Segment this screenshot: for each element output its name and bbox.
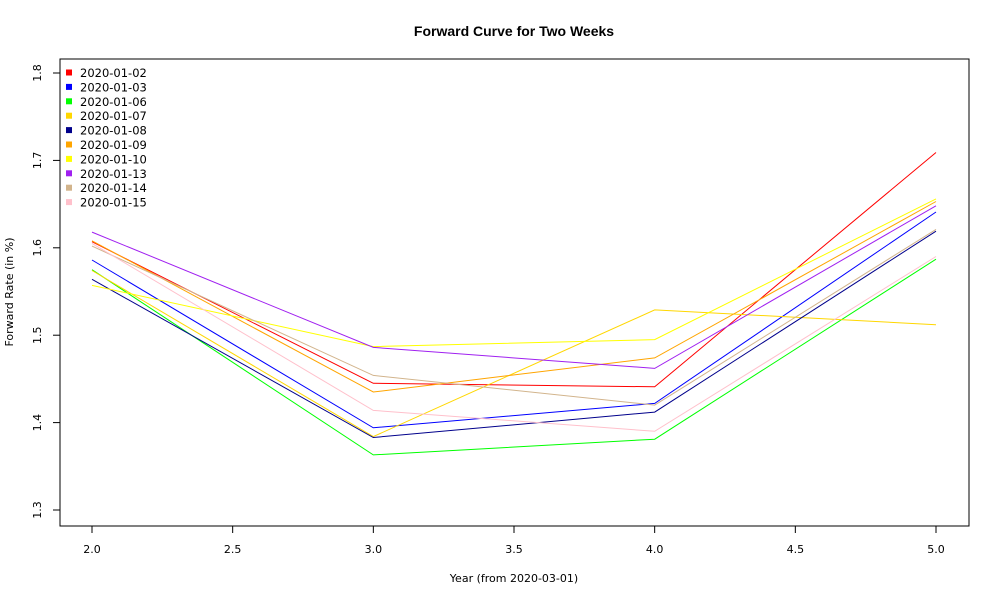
legend-swatch xyxy=(66,170,72,177)
y-tick-label: 1.6 xyxy=(31,239,44,256)
x-axis-label: Year (from 2020-03-01) xyxy=(449,572,578,585)
legend-label: 2020-01-07 xyxy=(80,109,147,123)
legend-label: 2020-01-13 xyxy=(80,167,147,181)
plot-area-frame xyxy=(59,58,970,527)
legend-swatch xyxy=(66,184,72,191)
x-tick-label: 4.5 xyxy=(787,543,805,556)
legend-label: 2020-01-06 xyxy=(80,95,147,109)
legend-label: 2020-01-02 xyxy=(80,66,147,80)
series-line-2020-01-14 xyxy=(91,228,937,406)
series-line-2020-01-09 xyxy=(91,201,937,393)
series-line-2020-01-15 xyxy=(91,242,937,432)
series-line-2020-01-10 xyxy=(91,198,937,348)
y-tick-label: 1.7 xyxy=(31,152,44,170)
x-tick-label: 2.0 xyxy=(83,543,101,556)
chart-title: Forward Curve for Two Weeks xyxy=(414,23,614,39)
series-line-2020-01-03 xyxy=(91,211,937,429)
x-tick-label: 3.0 xyxy=(365,543,383,556)
legend-label: 2020-01-14 xyxy=(80,181,147,195)
y-axis-label: Forward Rate (in %) xyxy=(3,237,16,346)
series-line-2020-01-13 xyxy=(91,205,937,369)
legend-label: 2020-01-08 xyxy=(80,124,147,138)
legend: 2020-01-022020-01-032020-01-062020-01-07… xyxy=(66,66,147,210)
y-tick-label: 1.5 xyxy=(31,326,44,344)
x-axis: 2.0 2.5 3.0 3.5 4.0 4.5 5.0 xyxy=(83,526,945,556)
legend-swatch xyxy=(66,127,72,134)
legend-swatch xyxy=(66,83,72,90)
series-line-2020-01-02 xyxy=(91,152,937,388)
legend-swatch xyxy=(66,98,72,105)
series-lines xyxy=(91,152,937,456)
legend-swatch xyxy=(66,69,72,76)
legend-swatch xyxy=(66,141,72,148)
legend-swatch xyxy=(66,155,72,162)
y-tick-label: 1.8 xyxy=(31,64,44,82)
legend-label: 2020-01-15 xyxy=(80,196,147,210)
x-tick-label: 3.5 xyxy=(505,543,523,556)
legend-swatch xyxy=(66,112,72,119)
x-tick-label: 5.0 xyxy=(927,543,945,556)
x-tick-label: 4.0 xyxy=(646,543,664,556)
y-axis: 1.3 1.4 1.5 1.6 1.7 1.8 xyxy=(31,64,60,519)
y-tick-label: 1.4 xyxy=(31,414,44,432)
legend-label: 2020-01-10 xyxy=(80,152,147,166)
y-tick-label: 1.3 xyxy=(31,501,44,519)
series-line-2020-01-06 xyxy=(91,258,937,456)
legend-swatch xyxy=(66,199,72,206)
legend-label: 2020-01-03 xyxy=(80,80,147,94)
legend-label: 2020-01-09 xyxy=(80,138,147,152)
series-line-2020-01-08 xyxy=(91,230,937,439)
x-tick-label: 2.5 xyxy=(224,543,242,556)
